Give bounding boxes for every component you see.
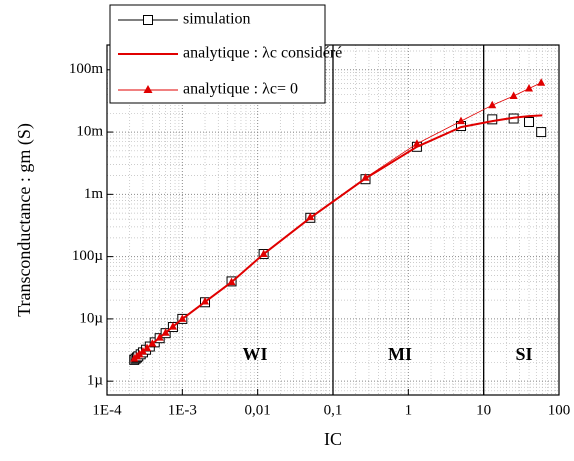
x-tick-label: 0,1 (324, 402, 343, 418)
legend-marker (143, 85, 153, 93)
triangle-marker (488, 100, 497, 109)
x-tick-label: 1E-3 (168, 402, 197, 418)
square-marker (487, 114, 498, 125)
triangle-marker (155, 333, 164, 341)
x-tick-label: 1 (405, 402, 413, 418)
annotation: WI (242, 344, 267, 364)
triangle-marker (525, 84, 534, 92)
triangle-marker (509, 91, 518, 99)
x-axis-label: IC (324, 429, 342, 449)
triangle-marker (361, 173, 370, 181)
x-tick-label: 1E-4 (92, 402, 122, 418)
x-tick-label: 0,01 (245, 402, 271, 418)
triangle-marker (143, 343, 152, 352)
triangle-marker (306, 212, 315, 221)
y-tick-label: 100m (69, 61, 104, 77)
legend-label: simulation (183, 11, 251, 28)
triangle-marker (178, 314, 187, 322)
series-line (133, 114, 543, 360)
x-tick-label: 100 (548, 402, 571, 418)
triangle-marker (148, 339, 157, 347)
legend-label: analytique : λc considéré (183, 45, 342, 62)
y-tick-label: 1m (84, 186, 104, 202)
legend-marker (143, 15, 153, 25)
square-marker (524, 117, 535, 128)
legend-label: analytique : λc= 0 (183, 81, 298, 98)
y-axis-label: Transconductance : gm (S) (14, 123, 35, 317)
y-tick-label: 100µ (72, 248, 104, 264)
triangle-marker (168, 322, 177, 330)
square-marker (536, 127, 547, 138)
triangle-marker (537, 78, 546, 86)
triangle-marker (456, 116, 465, 125)
annotation: SI (515, 344, 532, 364)
triangle-marker (201, 297, 210, 305)
y-tick-label: 10µ (79, 310, 103, 326)
triangle-marker (227, 277, 236, 286)
annotation: MI (388, 344, 412, 364)
triangle-marker (161, 328, 170, 336)
triangle-marker (259, 249, 268, 258)
x-tick-label: 10 (476, 402, 491, 418)
triangle-marker (412, 139, 421, 147)
triangle-marker (138, 346, 147, 355)
y-tick-label: 10m (76, 124, 103, 140)
y-tick-label: 1µ (87, 373, 104, 389)
